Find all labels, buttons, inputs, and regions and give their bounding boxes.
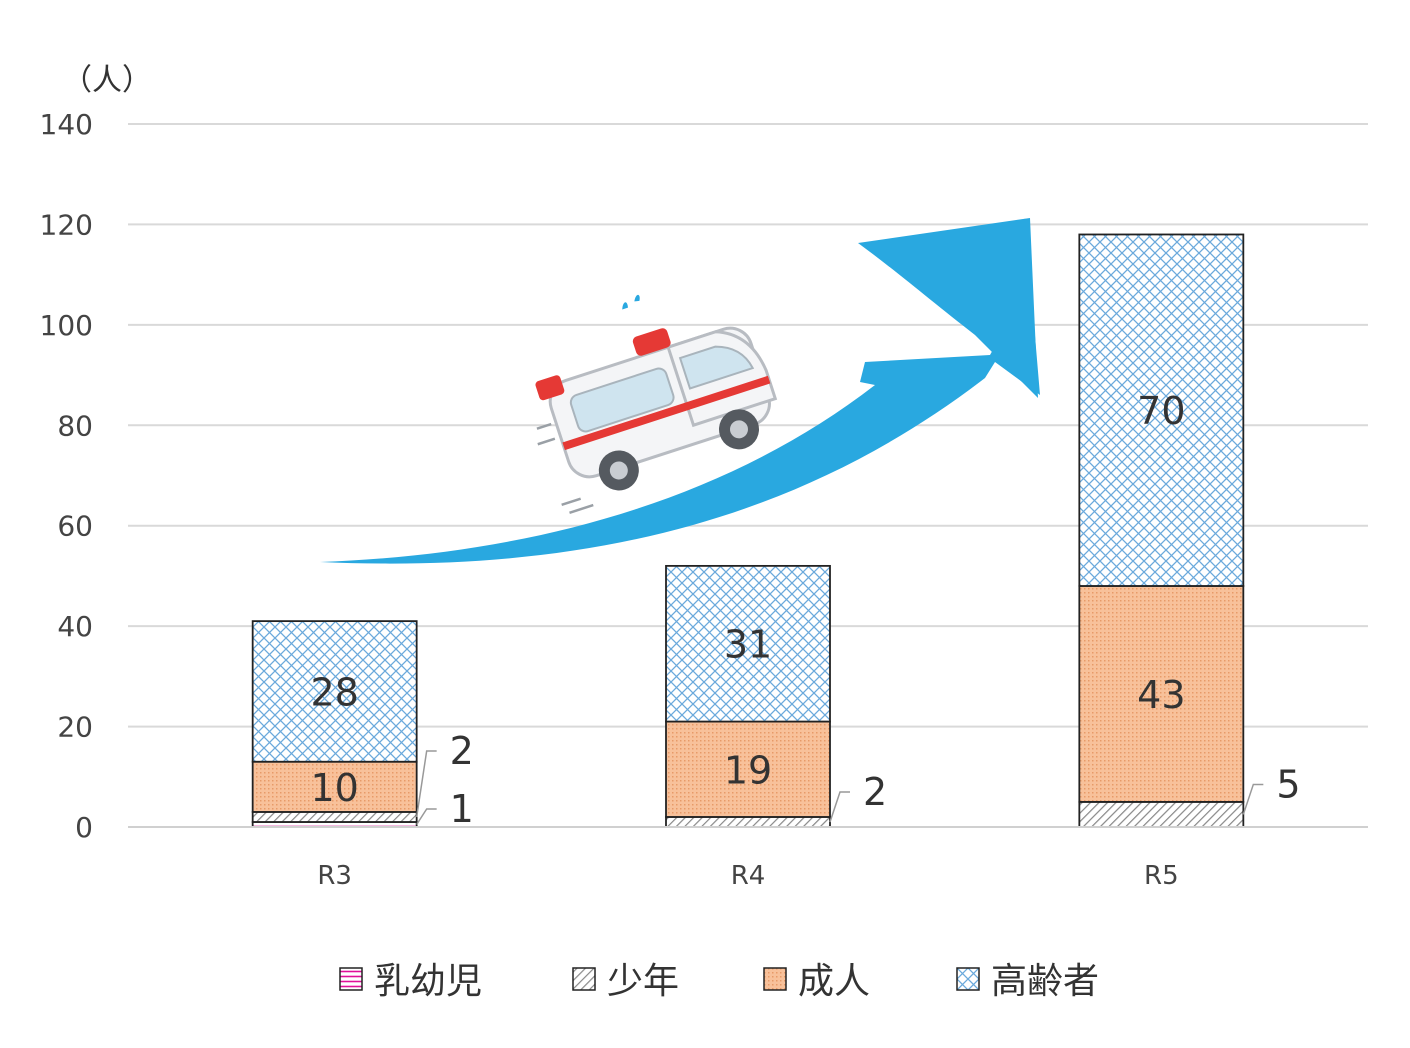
data-label: 1 <box>450 787 474 831</box>
leader-line <box>415 750 437 818</box>
trend-arrow-icon <box>320 218 1040 564</box>
bar-segment-r5-dots <box>1078 585 1245 803</box>
y-tick-label: 0 <box>75 811 93 844</box>
data-label: 19 <box>724 748 772 792</box>
data-label: 2 <box>450 729 474 773</box>
y-tick-label: 100 <box>40 309 93 342</box>
leader-line <box>829 791 850 823</box>
y-axis-unit-label: （人） <box>62 63 152 98</box>
x-category-label: R4 <box>731 861 766 891</box>
bar-segment-r4-diagonal-lines <box>665 816 831 828</box>
bar-segment-r5-diagonal-lines <box>1078 800 1245 828</box>
data-label: 5 <box>1276 762 1300 806</box>
legend: 乳幼児 少年 成人 高齢者 <box>339 961 1099 1002</box>
legend-swatch <box>956 967 980 991</box>
y-tick-label: 40 <box>57 610 93 643</box>
y-tick-label: 80 <box>57 409 93 442</box>
leader-line <box>416 808 437 825</box>
legend-label: 乳幼児 <box>374 961 482 1002</box>
legend-swatch <box>339 967 363 991</box>
y-tick-label: 60 <box>57 510 93 543</box>
data-label: 2 <box>863 770 887 814</box>
data-label: 70 <box>1137 389 1185 433</box>
legend-label: 高齢者 <box>991 961 1099 1002</box>
ambulance-icon <box>535 294 778 514</box>
bar-segment-r3-crosshatch <box>251 620 418 763</box>
bar-stacks <box>251 233 1245 828</box>
legend-swatch <box>763 967 787 991</box>
data-label: 31 <box>724 623 772 667</box>
bar-segment-r5-crosshatch <box>1078 233 1245 587</box>
data-labels: 28 10 2 1 31 19 2 70 43 5 <box>310 389 1300 831</box>
x-axis-category-labels: R3 R4 R5 <box>317 861 1178 891</box>
legend-label: 成人 <box>798 961 870 1002</box>
y-axis-ticks: 0 20 40 60 80 100 120 140 <box>40 108 93 844</box>
y-tick-label: 140 <box>40 108 93 141</box>
trend-arrow-head <box>858 218 1038 398</box>
bar-segment-r4-crosshatch <box>665 564 831 723</box>
data-label: 43 <box>1137 673 1185 717</box>
leader-line <box>1242 783 1264 815</box>
data-label: 28 <box>310 670 358 714</box>
x-category-label: R3 <box>317 861 352 891</box>
y-tick-label: 20 <box>57 711 93 744</box>
bar-segment-r3-dots <box>251 760 418 813</box>
x-category-label: R5 <box>1144 861 1179 891</box>
bar-segment-r3-diagonal-lines <box>251 811 418 823</box>
legend-swatch <box>572 967 596 991</box>
y-tick-label: 120 <box>40 208 93 241</box>
legend-label: 少年 <box>607 961 679 1002</box>
data-label: 10 <box>310 766 358 810</box>
